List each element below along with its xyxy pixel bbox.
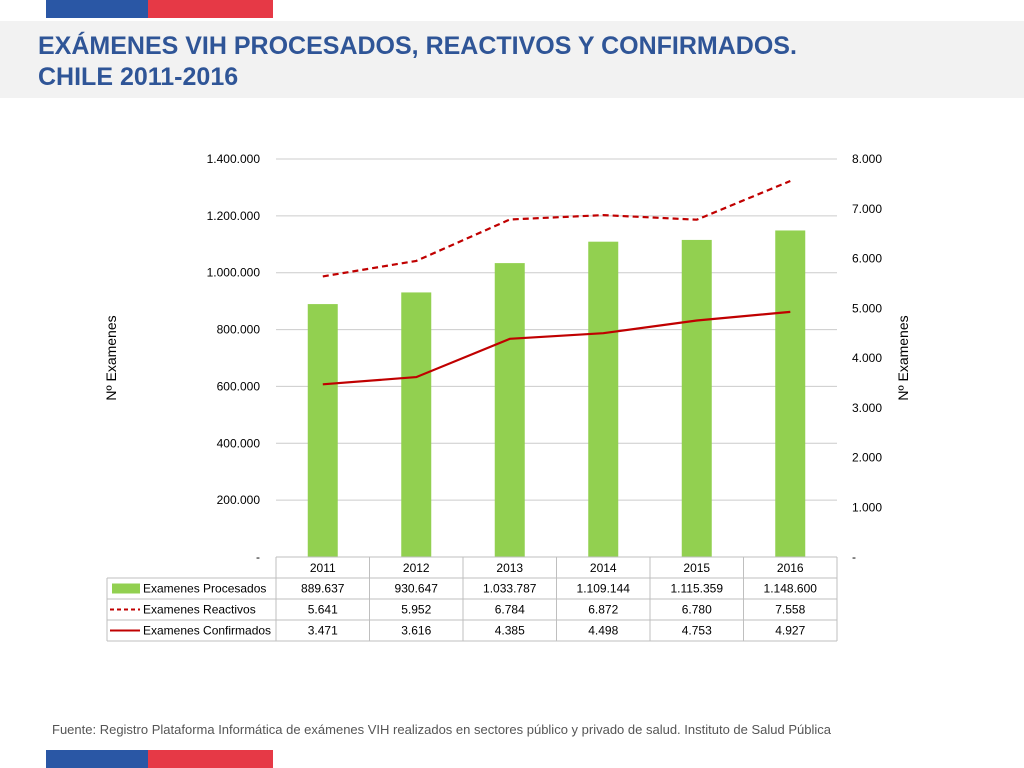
flag-red-segment [148, 0, 273, 18]
x-tick-label: 2016 [777, 561, 804, 575]
data-label: 5.641 [308, 603, 338, 617]
y2-axis-title: Nº Examenes [895, 315, 911, 400]
bars-layer [307, 230, 806, 557]
data-label: 1.115.359 [671, 582, 724, 596]
y2-tick-label: 8.000 [852, 152, 882, 166]
y2-tick-label: 7.000 [852, 202, 882, 216]
title-band [0, 21, 1024, 98]
y-tick-label: - [256, 550, 260, 564]
data-label: 1.109.144 [577, 582, 631, 596]
data-label: 6.780 [682, 603, 712, 617]
data-label: 4.385 [495, 624, 525, 638]
x-tick-label: 2011 [310, 561, 336, 575]
bar [401, 292, 432, 557]
legend-key-bar [112, 583, 140, 594]
flag-strip-top [46, 0, 273, 18]
x-tick-label: 2013 [496, 561, 523, 575]
flag-strip-bottom [46, 750, 273, 768]
bar [307, 304, 338, 557]
y-axis-title: Nº Examenes [103, 315, 119, 400]
data-label: 3.616 [401, 624, 431, 638]
y-tick-label: 1.200.000 [207, 209, 261, 223]
y-tick-label: 800.000 [217, 323, 261, 337]
data-label: 7.558 [775, 603, 805, 617]
page-title: EXÁMENES VIH PROCESADOS, REACTIVOS Y CON… [38, 31, 978, 93]
title-line-1: EXÁMENES VIH PROCESADOS, REACTIVOS Y CON… [38, 32, 797, 60]
bar [494, 263, 525, 557]
series-line-confirmados [322, 310, 791, 386]
data-label: 5.952 [401, 603, 431, 617]
x-tick-label: 2015 [683, 561, 710, 575]
bar [588, 241, 619, 557]
y2-tick-label: 5.000 [852, 301, 882, 315]
bar [775, 230, 806, 557]
y2-tick-label: 4.000 [852, 351, 882, 365]
grid-layer [276, 158, 837, 501]
data-table: 2011 2012 2013 2014 2015 2016 Examenes Procesa… [106, 556, 838, 642]
bar [681, 239, 712, 557]
data-label: 4.753 [682, 624, 712, 638]
y2-tick-label: 1.000 [852, 500, 882, 514]
x-tick-label: 2014 [590, 561, 617, 575]
data-label: 1.148.600 [764, 582, 818, 596]
data-label: 4.927 [775, 624, 805, 638]
y2-tick-label: 2.000 [852, 451, 882, 465]
y2-tick-label: 6.000 [852, 252, 882, 266]
y-tick-label: 400.000 [217, 436, 261, 450]
flag-blue-segment [46, 750, 148, 768]
data-label: 930.647 [395, 582, 439, 596]
y2-tick-label: 3.000 [852, 401, 882, 415]
data-label: 3.471 [308, 624, 338, 638]
data-label: 1.033.787 [483, 582, 537, 596]
source-note: Fuente: Registro Plataforma Informática … [52, 722, 831, 737]
data-label: 6.784 [495, 603, 525, 617]
x-tick-label: 2012 [403, 561, 430, 575]
y-tick-label: 200.000 [217, 493, 261, 507]
series-line-reactivos [322, 179, 791, 278]
flag-blue-segment [46, 0, 148, 18]
data-label: 889.637 [301, 582, 345, 596]
y-tick-label: 1.000.000 [207, 266, 261, 280]
data-label: 6.872 [588, 603, 618, 617]
axis-layer: - 200.000 400.000 600.000 800.000 1.000.000 1.… [103, 152, 911, 564]
title-line-2: CHILE 2011-2016 [38, 63, 239, 91]
y-tick-label: 1.400.000 [207, 152, 261, 166]
legend-label: Examenes Reactivos [143, 603, 256, 617]
lines-layer [322, 179, 791, 386]
legend-label: Examenes Procesados [143, 582, 266, 596]
y2-tick-label: - [852, 550, 856, 564]
y-tick-label: 600.000 [217, 379, 261, 393]
legend-label: Examenes Confirmados [143, 624, 271, 638]
data-label: 4.498 [588, 624, 618, 638]
flag-red-segment [148, 750, 273, 768]
